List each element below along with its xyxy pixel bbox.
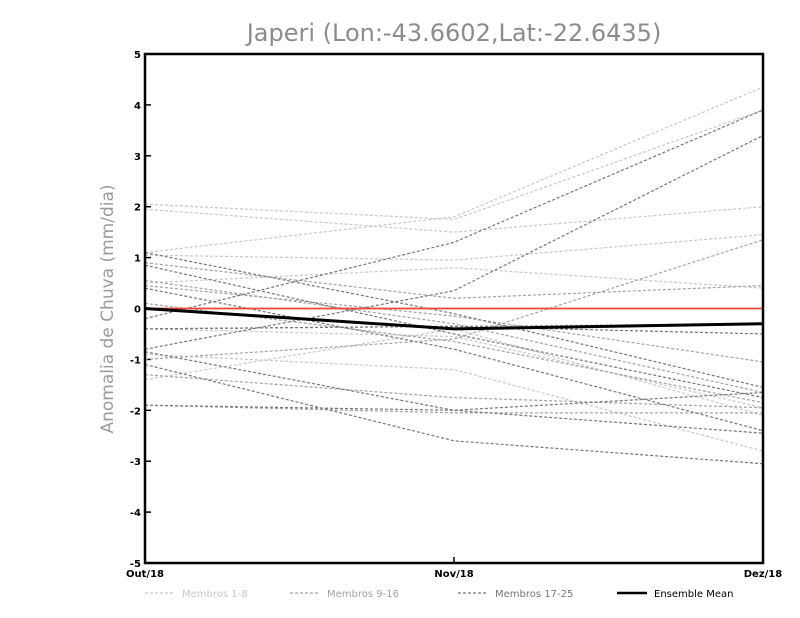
legend-label: Ensemble Mean (654, 589, 733, 600)
x-axis-ticks: Out/18 Nov/18 Dez/18 (126, 557, 782, 580)
x-tick-label: Nov/18 (434, 569, 473, 580)
ensemble-mean-line (144, 307, 764, 331)
member-line (144, 109, 764, 320)
member-line (144, 328, 764, 409)
member-line (144, 325, 764, 335)
y-tick-label: 1 (134, 254, 141, 265)
member-line (144, 234, 764, 261)
legend-label: Membros 17-25 (495, 589, 573, 600)
y-tick-label: 3 (134, 152, 141, 163)
member-line (144, 363, 764, 465)
legend-label: Membros 1-8 (182, 589, 248, 600)
member-line (144, 351, 764, 434)
member-line (144, 404, 763, 414)
member-line (144, 267, 764, 289)
member-line (144, 328, 764, 416)
member-line (144, 264, 764, 399)
x-tick-label: Out/18 (126, 569, 164, 580)
y-tick-label: 0 (134, 305, 141, 316)
y-tick-label: 4 (134, 101, 141, 112)
member-line (144, 374, 764, 409)
member-line (144, 279, 764, 394)
member-line (144, 284, 764, 363)
y-tick-label: 2 (134, 203, 141, 214)
y-tick-label: -1 (130, 355, 141, 366)
member-line (144, 134, 764, 350)
y-tick-label: -2 (130, 406, 141, 417)
member-line (144, 353, 764, 452)
y-tick-label: -4 (130, 508, 141, 519)
legend: Membros 1-8 Membros 9-16 Membros 17-25 Ense… (145, 589, 733, 600)
y-tick-label: -3 (130, 457, 141, 468)
member-line (144, 86, 764, 254)
y-axis-label: Anomalia de Chuva (mm/dia) (98, 184, 118, 433)
x-tick-label: Dez/18 (744, 569, 783, 580)
plot-frame (143, 52, 765, 565)
member-line (144, 206, 764, 233)
legend-label: Membros 9-16 (327, 589, 399, 600)
series-lines (144, 86, 764, 465)
y-tick-label: -5 (130, 559, 141, 570)
member-line (144, 302, 764, 404)
member-line (144, 109, 764, 221)
member-line (144, 251, 764, 388)
y-tick-label: 5 (134, 50, 141, 61)
member-line (144, 262, 764, 299)
chart-title: Japeri (Lon:-43.6602,Lat:-22.6435) (245, 19, 662, 47)
member-line (144, 239, 764, 360)
member-line (144, 391, 764, 411)
